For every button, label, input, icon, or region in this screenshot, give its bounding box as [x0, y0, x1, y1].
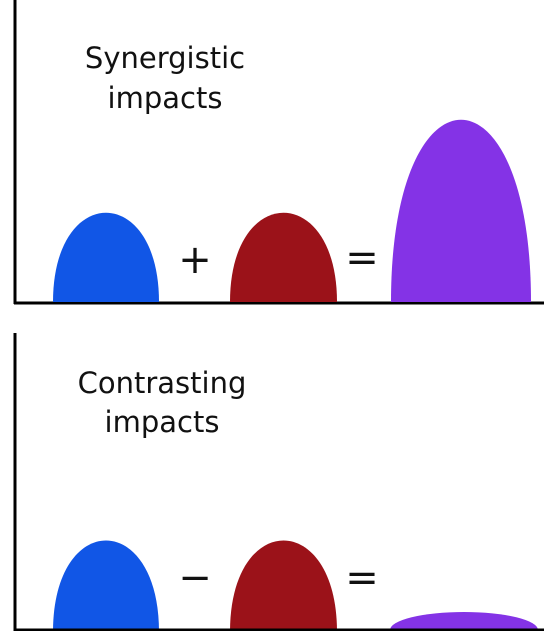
blue-effect	[53, 540, 159, 631]
combined-effect	[390, 612, 538, 631]
red-effect	[230, 540, 337, 631]
panel-title: Contrasting	[78, 366, 247, 400]
panel-title: impacts	[108, 81, 223, 115]
panel-title: impacts	[105, 405, 220, 439]
operator: −	[178, 555, 212, 601]
blue-effect	[53, 212, 159, 302]
operator: =	[345, 235, 379, 281]
panel-synergistic: Synergistic impacts + =	[13, 0, 544, 305]
panel-contrasting: Contrasting impacts − =	[13, 333, 544, 631]
operator: +	[178, 237, 212, 283]
operator: =	[345, 555, 379, 601]
panel-title: Synergistic	[85, 41, 245, 75]
red-effect	[230, 212, 337, 302]
combined-effect	[391, 119, 531, 302]
